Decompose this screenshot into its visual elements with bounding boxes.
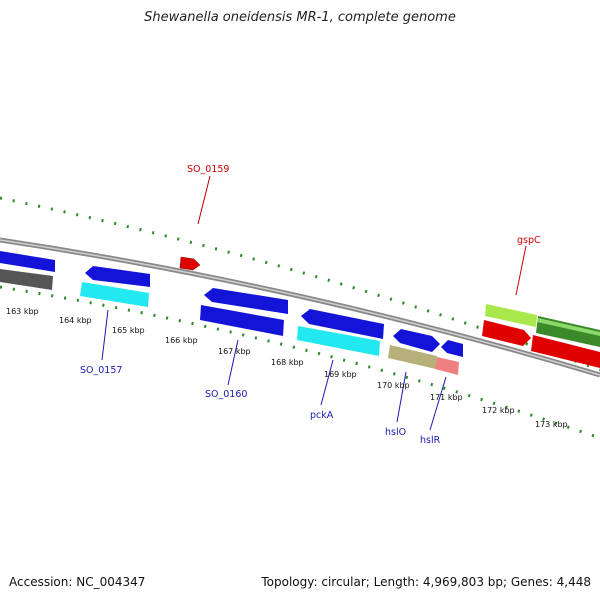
gene-label-hslr[interactable]: hslR [420, 435, 441, 446]
gene-label-so0159[interactable]: SO_0159 [187, 164, 229, 175]
kbp-label: 166 kbp [165, 336, 198, 345]
label-lines [101, 175, 527, 431]
gene-label-so0160[interactable]: SO_0160 [205, 389, 247, 400]
page-title: Shewanella oneidensis MR-1, complete gen… [144, 10, 456, 25]
gene-left-gray[interactable] [0, 269, 53, 290]
genome-backbone [0, 237, 600, 378]
gene-red-2[interactable] [531, 335, 600, 368]
kbp-label: 170 kbp [377, 381, 410, 390]
gene-left-blue-top[interactable] [0, 251, 55, 272]
kbp-label: 173 kbp [535, 420, 568, 429]
kbp-label: 167 kbp [218, 347, 251, 356]
gene-red-1[interactable] [482, 320, 531, 346]
gene-so0157-cyan[interactable] [80, 282, 149, 307]
gene-label-pcka[interactable]: pckA [310, 410, 334, 421]
gene-gspc-lime[interactable] [485, 304, 537, 327]
kbp-labels: 163 kbp 164 kbp 165 kbp 166 kbp 167 kbp … [6, 307, 568, 429]
gene-hslo-olive[interactable] [388, 345, 437, 369]
gene-label-so0157[interactable]: SO_0157 [80, 365, 122, 376]
gene-so0159[interactable] [179, 256, 201, 271]
gene-labels: SO_0159 gspC SO_0157 SO_0160 pckA hslO h… [80, 164, 541, 446]
gene-blue-2[interactable] [204, 288, 288, 314]
gene-pcka-cyan[interactable] [297, 326, 380, 356]
gene-label-hslo[interactable]: hslO [385, 427, 406, 438]
gene-blue-4[interactable] [441, 340, 463, 357]
gene-gspc-green[interactable] [536, 316, 600, 347]
kbp-label: 168 kbp [271, 358, 304, 367]
gene-label-gspc[interactable]: gspC [517, 235, 541, 246]
kbp-label: 171 kbp [430, 393, 463, 402]
kbp-label: 163 kbp [6, 307, 39, 316]
gene-blue-1[interactable] [85, 266, 150, 287]
kbp-label: 164 kbp [59, 316, 92, 325]
gene-blue-3[interactable] [393, 329, 440, 352]
accession-text: Accession: NC_004347 [9, 575, 146, 589]
gene-so0160-blue[interactable] [200, 305, 284, 336]
gene-pcka-blue[interactable] [301, 309, 384, 339]
gene-hslr-pink[interactable] [435, 357, 459, 375]
kbp-label: 165 kbp [112, 326, 145, 335]
genome-stats-text: Topology: circular; Length: 4,969,803 bp… [261, 575, 591, 589]
kbp-label: 169 kbp [324, 370, 357, 379]
kbp-label: 172 kbp [482, 406, 515, 415]
